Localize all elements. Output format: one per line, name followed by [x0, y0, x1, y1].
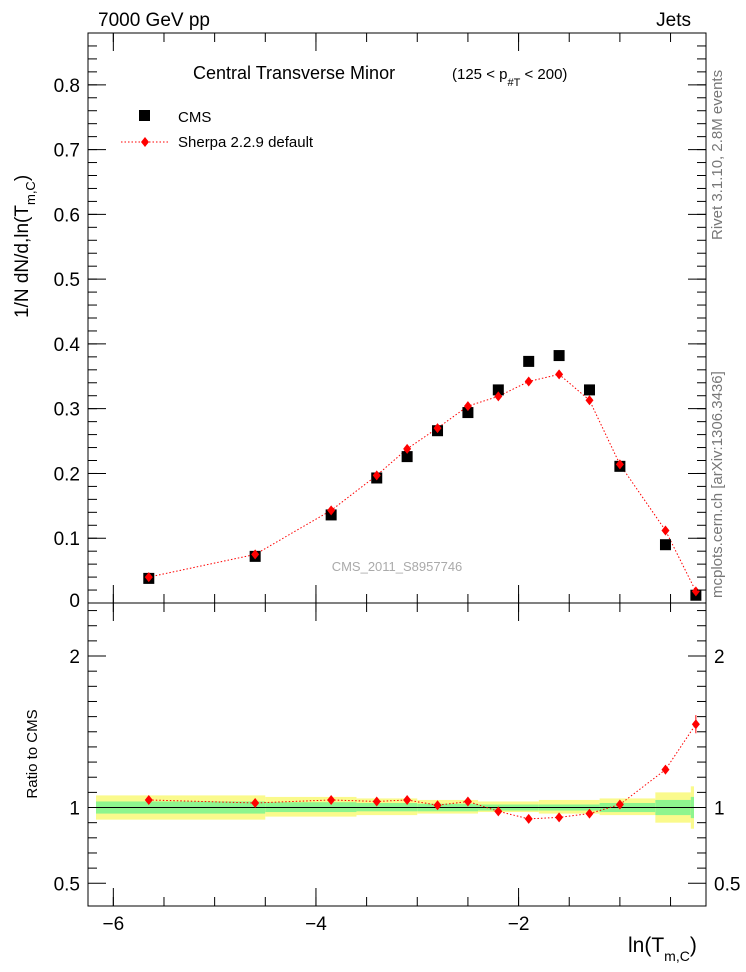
ratio-xtick-label: −2 — [508, 914, 530, 935]
ratio-ytick-label: 2 — [69, 647, 80, 668]
main-ytick-label: 0.2 — [54, 464, 80, 485]
legend-cms-label: CMS — [178, 109, 211, 126]
main-ytick-label: 0.5 — [54, 270, 80, 291]
main-ytick-label: 0.3 — [54, 400, 80, 421]
ratio-ytick-label-right: 0.5 — [714, 874, 740, 895]
main-panel: 0.1 0.2 0.3 0.4 0.5 0.6 0.7 0.8 0 Central Transv… — [12, 32, 707, 612]
ratio-marks — [144, 715, 700, 824]
sherpa-point — [494, 391, 503, 402]
main-ylabel: 1/N dN/d,ln(Tm,C) — [12, 175, 38, 318]
main-marks — [143, 350, 702, 601]
ratio-sherpa-point — [524, 813, 533, 824]
ratio-sherpa-point — [615, 799, 624, 810]
ratio-plot-area — [88, 603, 706, 906]
sherpa-point — [585, 395, 594, 406]
ratio-axes: 0.5 0.5 1 1 2 2 −6 −4 −2 — [54, 603, 740, 935]
ratio-ytick-label: 1 — [69, 799, 80, 820]
ratio-sherpa-point — [144, 794, 153, 805]
ratio-panel: 0.5 0.5 1 1 2 2 −6 −4 −2 Ratio to CMS ln(Tm,C) — [24, 602, 740, 964]
legend-cms-marker — [139, 110, 150, 121]
ratio-frame — [87, 602, 707, 907]
legend-sherpa-label: Sherpa 2.2.9 default — [178, 134, 314, 151]
main-plot-area — [88, 33, 706, 603]
ratio-ylabel: Ratio to CMS — [24, 709, 41, 798]
ratio-sherpa-line — [148, 723, 697, 820]
plot-cut-subscript: #T — [507, 77, 520, 89]
main-ylabel-text: 1/N dN/d,ln(T — [12, 205, 33, 318]
cms-point — [462, 407, 474, 419]
ratio-sherpa-point — [555, 812, 564, 823]
sherpa-point — [433, 423, 442, 434]
header-energy-label: 7000 GeV pp — [98, 10, 210, 31]
header-jets-label: Jets — [656, 10, 691, 31]
xlabel: ln(Tm,C) — [628, 934, 697, 964]
main-ytick-label: 0.1 — [54, 529, 80, 550]
sherpa-point — [661, 525, 670, 536]
sherpa-point — [251, 549, 260, 560]
main-ylabel-end: ) — [12, 175, 33, 181]
ratio-sherpa-point — [463, 796, 472, 807]
mcplots-label: mcplots.cern.ch [arXiv:1306.3436] — [709, 371, 726, 598]
plot-cut-text: (125 < p — [452, 66, 507, 83]
ratio-sherpa-point — [251, 797, 260, 808]
ratio-sherpa-point — [661, 764, 670, 775]
ratio-sherpa-point — [691, 719, 700, 730]
legend-sherpa-marker — [141, 137, 149, 147]
rivet-version-label: Rivet 3.1.10, 2.8M events — [709, 70, 726, 240]
sherpa-point — [372, 470, 381, 481]
ratio-sherpa-point — [494, 806, 503, 817]
ratio-bands — [96, 786, 694, 829]
ratio-sherpa-point — [403, 794, 412, 805]
ratio-sherpa-point — [327, 794, 336, 805]
ratio-ytick-label: 0.5 — [54, 874, 80, 895]
plot-title: Central Transverse Minor — [193, 63, 395, 83]
main-ylabel-subscript: m,C — [23, 181, 38, 205]
cms-point — [523, 355, 535, 367]
sherpa-point — [524, 376, 533, 387]
cms-point — [492, 384, 504, 396]
xlabel-end: ) — [690, 934, 697, 957]
sherpa-point — [463, 401, 472, 412]
ratio-ytick-label-right: 1 — [714, 799, 725, 820]
cms-point — [401, 451, 413, 463]
main-ytick-label: 0.6 — [54, 205, 80, 226]
main-axes: 0.1 0.2 0.3 0.4 0.5 0.6 0.7 0.8 0 — [54, 33, 706, 612]
ratio-xtick-label: −6 — [102, 914, 124, 935]
cms-point — [583, 384, 595, 396]
sherpa-line — [148, 373, 697, 592]
ratio-sherpa-point — [433, 800, 442, 811]
xlabel-subscript: m,C — [664, 948, 690, 964]
cms-point — [659, 539, 671, 551]
ratio-sherpa-point — [585, 808, 594, 819]
main-ytick-label: 0.7 — [54, 141, 80, 162]
main-ytick-label: 0.8 — [54, 76, 80, 97]
plot-cut-end: < 200) — [520, 66, 567, 83]
sherpa-point — [403, 443, 412, 454]
main-ytick-label-zero: 0 — [69, 591, 80, 612]
sherpa-point — [691, 586, 700, 597]
analysis-watermark: CMS_2011_S8957746 — [332, 559, 463, 574]
sherpa-point — [555, 369, 564, 380]
ratio-xtick-label: −4 — [305, 914, 327, 935]
xlabel-text: ln(T — [628, 934, 664, 957]
cms-point — [553, 350, 565, 362]
sherpa-point — [327, 505, 336, 516]
plot-cut-label: (125 < p#T < 200) — [452, 66, 567, 89]
sherpa-point — [144, 572, 153, 583]
ratio-sherpa-point — [372, 796, 381, 807]
main-ytick-label: 0.4 — [54, 335, 81, 356]
sherpa-point — [615, 459, 624, 470]
ratio-ytick-label-right: 2 — [714, 647, 725, 668]
